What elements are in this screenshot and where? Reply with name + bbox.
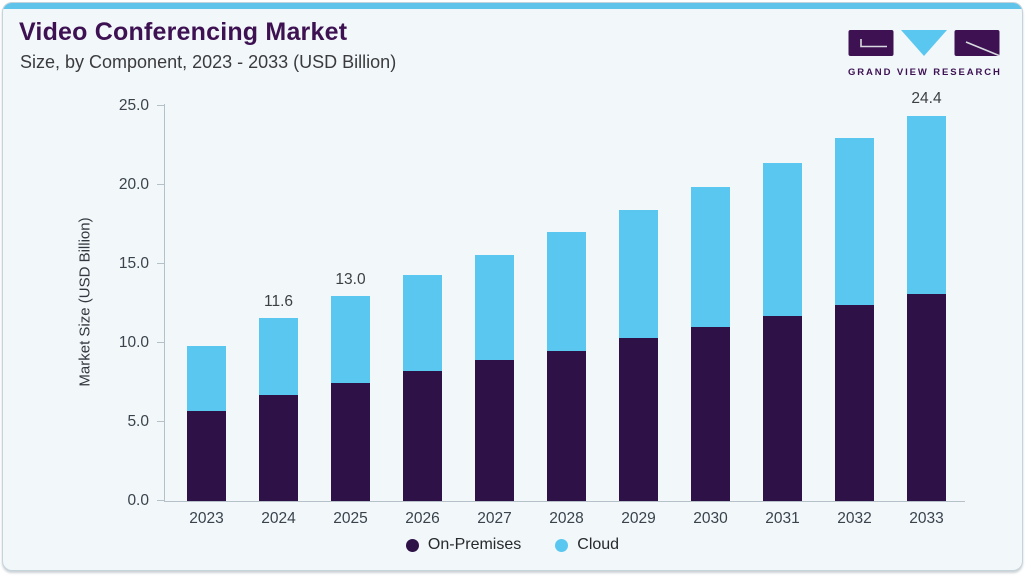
bar-segment-on-premises [403,371,442,501]
y-axis-tick-label: 10.0 [118,334,149,351]
bar-segment-on-premises [187,410,226,501]
bar-segment-cloud [187,346,226,411]
bar-segment-on-premises [763,316,802,501]
x-axis-label: 2026 [405,510,440,527]
bar-segment-on-premises [331,382,370,501]
x-axis-label: 2028 [549,510,584,527]
bar-segment-on-premises [907,294,946,501]
legend-item: On-Premises [405,536,522,554]
x-axis-label: 2023 [189,510,224,527]
plot-area: 0.0 5.0 10.0 15.0 20.0 25.0 2023 2024 11.6 2025 13… [119,90,965,527]
bar-segment-cloud [907,115,946,295]
y-axis-tick-mark [157,342,165,343]
bar-segment-on-premises [259,395,298,501]
x-axis-label: 2033 [909,510,944,527]
x-axis-label: 2025 [333,510,368,527]
y-axis-title: Market Size (USD Billion) [76,217,94,387]
bar-total-label: 11.6 [263,292,294,310]
x-axis-label: 2027 [477,510,512,527]
top-accent-bar [3,3,1022,9]
page-title: Video Conferencing Market [19,18,348,46]
legend-item: Cloud [555,536,619,554]
bar-segment-cloud [475,254,514,361]
chart-legend: On-Premises Cloud [3,536,1022,554]
bar-total-label: 24.4 [911,90,942,108]
y-axis-tick-mark [157,263,165,264]
bar-segment-on-premises [691,327,730,501]
bar-segment-cloud [763,162,802,317]
bar-segment-on-premises [619,338,658,501]
cloud-legend-dot-icon [555,538,569,552]
bar-segment-cloud [331,295,370,383]
y-axis-tick-mark [157,500,165,501]
bar-segment-cloud [619,210,658,339]
bar-segment-on-premises [547,350,586,501]
gvr-logo-icon [848,30,1000,57]
legend-label: On-Premises [427,536,522,553]
bar-segment-cloud [403,275,442,372]
y-axis-tick-label: 25.0 [118,97,149,114]
y-axis-tick-label: 0.0 [127,492,149,509]
bar-segment-cloud [259,317,298,396]
bar-segment-on-premises [475,360,514,501]
logo-g-block [848,30,894,56]
grand-view-research-logo: GRAND VIEW RESEARCH [848,29,1000,78]
y-axis-tick-mark [157,105,165,106]
x-axis-label: 2024 [261,510,296,527]
y-axis-tick-label: 20.0 [118,176,149,193]
y-axis-tick-mark [157,421,165,422]
bar-total-label: 13.0 [335,270,366,288]
y-axis-tick-label: 15.0 [118,255,149,272]
logo-g-stroke [860,39,887,48]
x-axis-label: 2032 [837,510,872,527]
page-subtitle: Size, by Component, 2023 - 2033 (USD Bil… [20,52,397,72]
x-axis-label: 2029 [621,510,656,527]
bar-segment-on-premises [835,305,874,501]
bar-segment-cloud [547,232,586,351]
bar-segment-cloud [691,186,730,328]
x-axis-label: 2030 [693,510,728,527]
x-axis-label: 2031 [765,510,800,527]
legend-label: Cloud [577,536,620,553]
logo-r-block [954,30,1000,56]
logo-v-triangle [901,30,947,56]
y-axis-tick-label: 5.0 [127,413,149,430]
y-axis-tick-mark [157,184,165,185]
on-premises-legend-dot-icon [405,538,419,552]
logo-r-stroke [965,41,1000,57]
bar-segment-cloud [835,137,874,306]
logo-text: GRAND VIEW RESEARCH [848,67,1002,78]
